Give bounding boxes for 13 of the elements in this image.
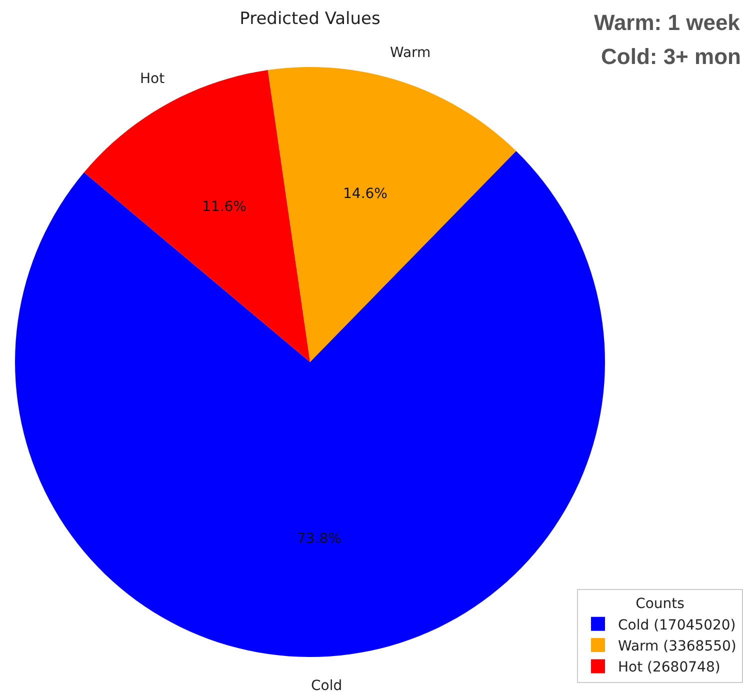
text: Cold [311,678,342,694]
text: Cold: 3+ mon [601,44,741,69]
text: Warm [390,45,431,61]
data-label: 11.6% [202,199,246,215]
data-label: 14.6% [343,186,388,202]
chart-title: Predicted Values [240,8,381,29]
legend-label: Hot (2680748) [618,660,720,676]
legend-label: Cold (17045020) [618,617,736,634]
data-label: 73.8% [297,531,342,547]
text: Hot [140,71,166,87]
text: Warm: 1 week [594,10,741,35]
legend-title: Counts [636,596,684,612]
legend-label: Warm (3368550) [618,638,736,655]
